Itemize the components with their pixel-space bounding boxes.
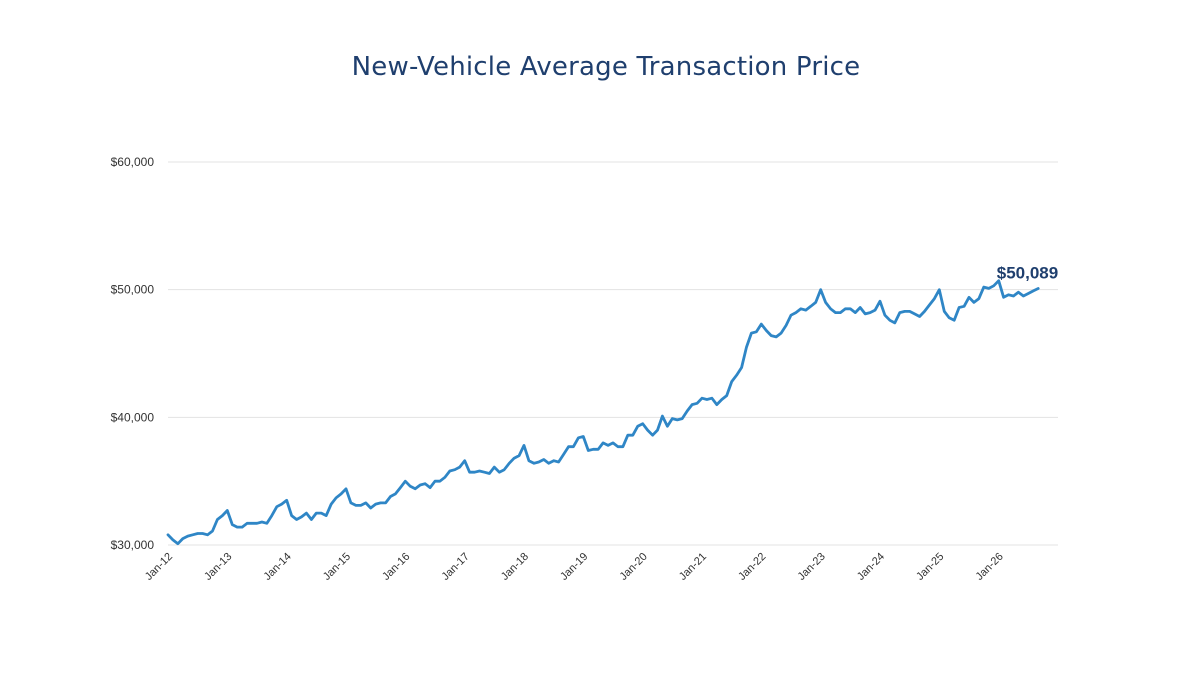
x-tick-label: Jan-18 — [499, 551, 531, 583]
end-value-label: $50,089 — [997, 264, 1058, 283]
x-tick-label: Jan-12 — [143, 551, 175, 583]
x-tick-label: Jan-24 — [855, 551, 887, 583]
chart-title: New-Vehicle Average Transaction Price — [351, 52, 861, 82]
x-tick-label: Jan-17 — [440, 551, 472, 583]
gridlines — [168, 161, 1058, 546]
y-tick-label: $30,000 — [111, 538, 155, 552]
x-tick-label: Jan-26 — [974, 551, 1006, 583]
x-tick-label: Jan-19 — [558, 551, 590, 583]
x-tick-label: Jan-21 — [677, 551, 709, 583]
x-tick-label: Jan-20 — [618, 551, 650, 583]
series-line — [166, 279, 1040, 546]
x-tick-label: Jan-22 — [736, 551, 768, 583]
x-axis-ticks: Jan-12 Jan-13 Jan-14 Jan-15 Jan-16 Jan-17 Jan-… — [143, 551, 1006, 583]
y-tick-label: $60,000 — [111, 155, 155, 169]
y-tick-label: $50,000 — [111, 283, 155, 297]
x-tick-label: Jan-23 — [796, 551, 828, 583]
y-axis-ticks: $30,000 $40,000 $50,000 $60,000 — [111, 155, 155, 552]
x-tick-label: Jan-14 — [262, 551, 294, 583]
y-tick-label: $40,000 — [111, 410, 155, 424]
x-tick-label: Jan-25 — [914, 551, 946, 583]
x-tick-label: Jan-15 — [321, 551, 353, 583]
x-tick-label: Jan-16 — [380, 551, 412, 583]
x-tick-label: Jan-13 — [202, 551, 234, 583]
